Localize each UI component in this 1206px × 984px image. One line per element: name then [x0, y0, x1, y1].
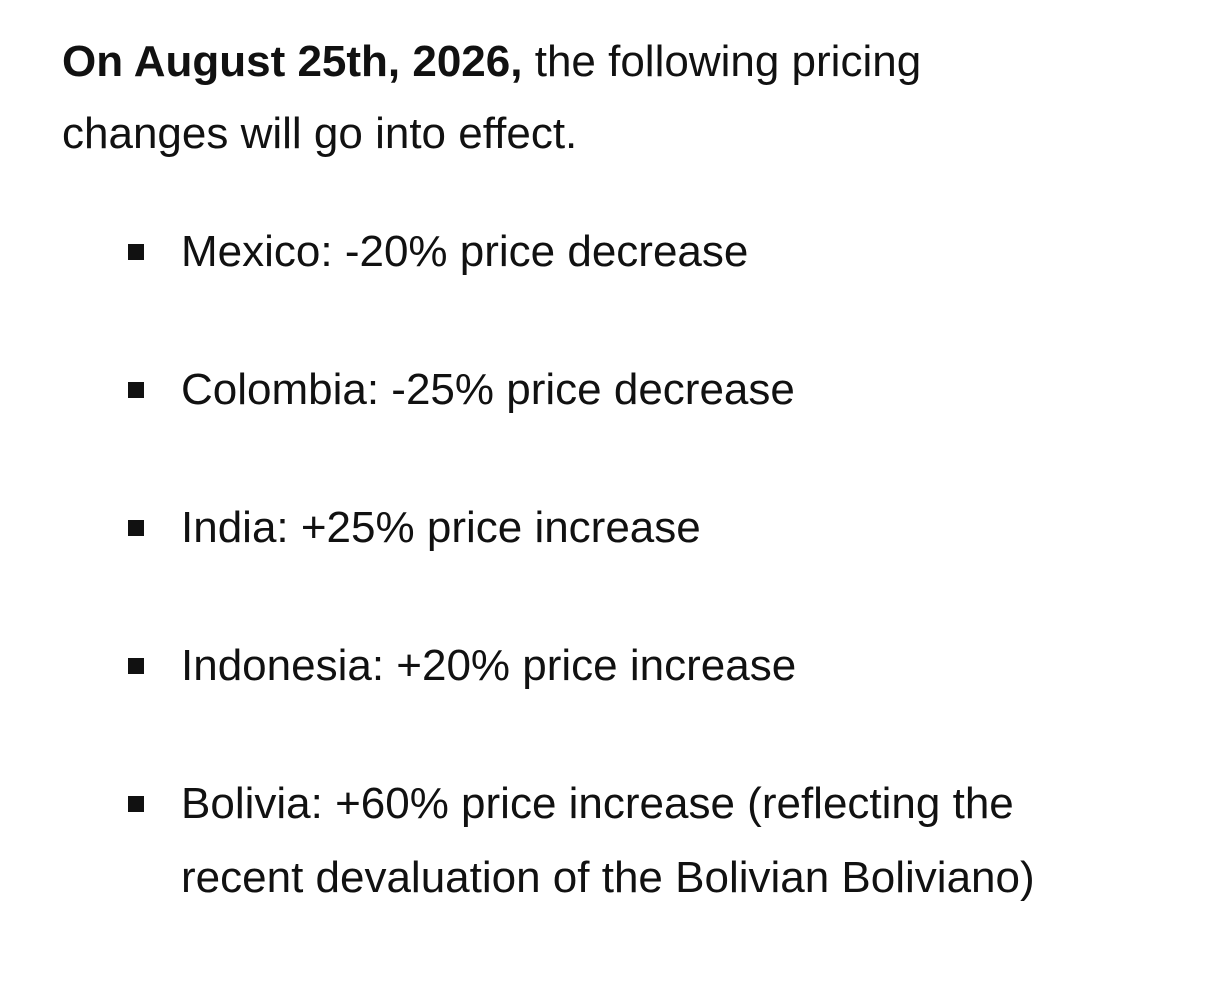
- list-item: Bolivia: +60% price increase (reflecting…: [0, 767, 1141, 915]
- item-text: India: +25% price increase: [181, 503, 701, 552]
- bullet: [128, 520, 144, 536]
- list-item: Indonesia: +20% price increase: [0, 629, 1141, 703]
- intro-paragraph: On August 25th, 2026, the following pric…: [62, 26, 1062, 170]
- bullet: [128, 658, 144, 674]
- bullet: [128, 796, 144, 812]
- pricing-list: Mexico: -20% price decrease Colombia: -25…: [0, 215, 1141, 979]
- intro-text: the following pricing changes will go in…: [62, 37, 922, 158]
- intro-bold: On August 25th, 2026,: [62, 37, 523, 86]
- list-item: Mexico: -20% price decrease: [0, 215, 1141, 289]
- list-item: India: +25% price increase: [0, 491, 1141, 565]
- list-item: Colombia: -25% price decrease: [0, 353, 1141, 427]
- bullet: [128, 244, 144, 260]
- item-text: Bolivia: +60% price increase (reflecting…: [181, 779, 1035, 902]
- item-text: Colombia: -25% price decrease: [181, 365, 795, 414]
- item-text: Mexico: -20% price decrease: [181, 227, 749, 276]
- bullet: [128, 382, 144, 398]
- item-text: Indonesia: +20% price increase: [181, 641, 797, 690]
